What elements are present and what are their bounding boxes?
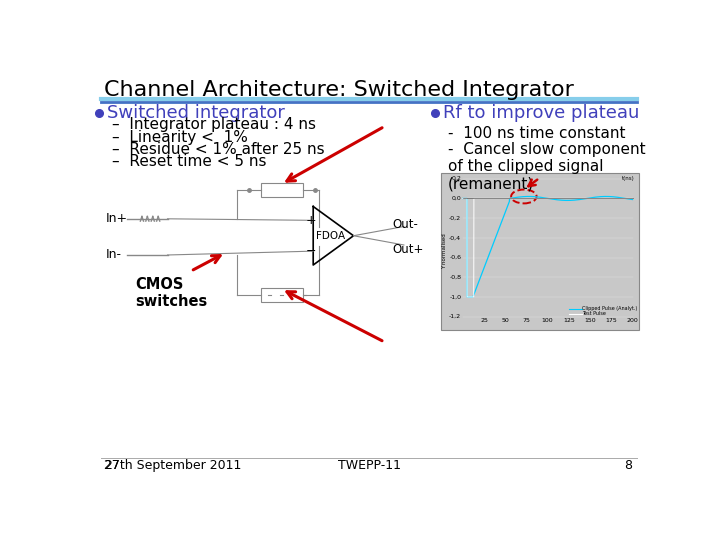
Text: Test Pulse: Test Pulse <box>582 311 606 316</box>
Text: TWEPP-11: TWEPP-11 <box>338 458 400 472</box>
Text: +: + <box>305 214 316 227</box>
Text: 25: 25 <box>480 318 488 323</box>
Text: FDOA: FDOA <box>315 231 345 241</box>
Text: –  Integrator plateau : 4 ns: – Integrator plateau : 4 ns <box>112 117 315 132</box>
Text: –  Reset time < 5 ns: – Reset time < 5 ns <box>112 154 266 170</box>
Text: CMOS
switches: CMOS switches <box>135 276 207 309</box>
Text: Out-: Out- <box>392 218 418 231</box>
Text: -1,2: -1,2 <box>449 314 462 319</box>
Text: 50: 50 <box>501 318 509 323</box>
Text: 125: 125 <box>563 318 575 323</box>
Text: -0,4: -0,4 <box>449 235 462 240</box>
Bar <box>261 184 303 197</box>
Text: -0,2: -0,2 <box>449 215 462 221</box>
Text: -  Cancel slow component
of the clipped signal
(remanent): - Cancel slow component of the clipped s… <box>448 142 646 192</box>
Text: Y normalised: Y normalised <box>443 234 447 269</box>
Text: -  100 ns time constant: - 100 ns time constant <box>448 126 626 141</box>
Text: Clipped Pulse (Analyt.): Clipped Pulse (Analyt.) <box>582 306 638 312</box>
Text: 100: 100 <box>542 318 554 323</box>
Text: 75: 75 <box>523 318 531 323</box>
Text: -0,6: -0,6 <box>449 255 462 260</box>
Text: 175: 175 <box>606 318 617 323</box>
Text: 27th September 2011: 27th September 2011 <box>104 458 241 472</box>
Text: –  Linearity <  1%: – Linearity < 1% <box>112 130 248 145</box>
Text: 8: 8 <box>624 458 632 472</box>
Bar <box>261 288 303 302</box>
Text: In+: In+ <box>106 212 127 225</box>
Text: 150: 150 <box>584 318 596 323</box>
Text: 200: 200 <box>626 318 639 323</box>
Text: In-: In- <box>106 248 122 261</box>
Text: Rf to improve plateau: Rf to improve plateau <box>443 104 639 122</box>
Text: 0,2: 0,2 <box>451 176 462 181</box>
Bar <box>441 173 639 330</box>
Text: −: − <box>305 245 316 258</box>
Text: Switched integrator: Switched integrator <box>107 104 285 122</box>
Text: -1,0: -1,0 <box>449 294 462 299</box>
Text: t(ns): t(ns) <box>622 177 635 181</box>
Text: Channel Architecture: Switched Integrator: Channel Architecture: Switched Integrato… <box>104 80 574 100</box>
Text: -0,8: -0,8 <box>449 275 462 280</box>
Text: 0,0: 0,0 <box>451 196 462 201</box>
Text: –  Residue < 1% after 25 ns: – Residue < 1% after 25 ns <box>112 142 324 157</box>
Text: 27: 27 <box>104 458 120 472</box>
Text: Out+: Out+ <box>392 243 423 256</box>
